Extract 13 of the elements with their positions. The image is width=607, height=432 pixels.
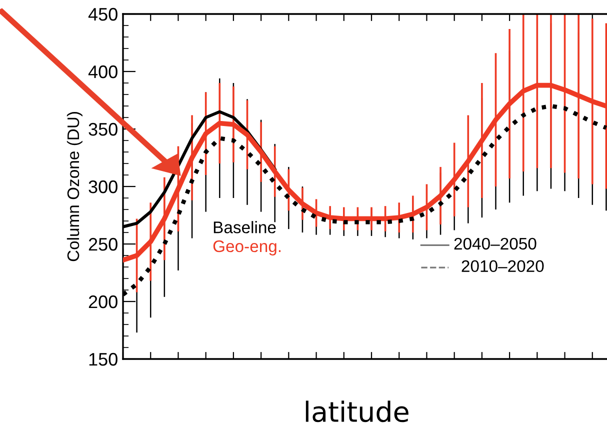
x-axis-title: latitude (306, 400, 408, 422)
y-tick-label: 150 (89, 352, 118, 366)
annotation: 2010–2020 (462, 260, 544, 272)
text: Baseline (214, 221, 276, 234)
y-tick-label: 350 (88, 122, 118, 136)
text: Geo-eng. (213, 240, 281, 256)
y-tick-label: 400 (88, 65, 118, 78)
y-axis-title: Column Ozone (DU) (66, 112, 82, 262)
y-tick-label: 450 (88, 8, 118, 21)
y-tick-label: 250 (88, 238, 118, 251)
y-tick-label: 300 (88, 180, 118, 194)
y-tick-label: 200 (88, 295, 118, 308)
annotation: 2040–2050 (454, 238, 536, 250)
